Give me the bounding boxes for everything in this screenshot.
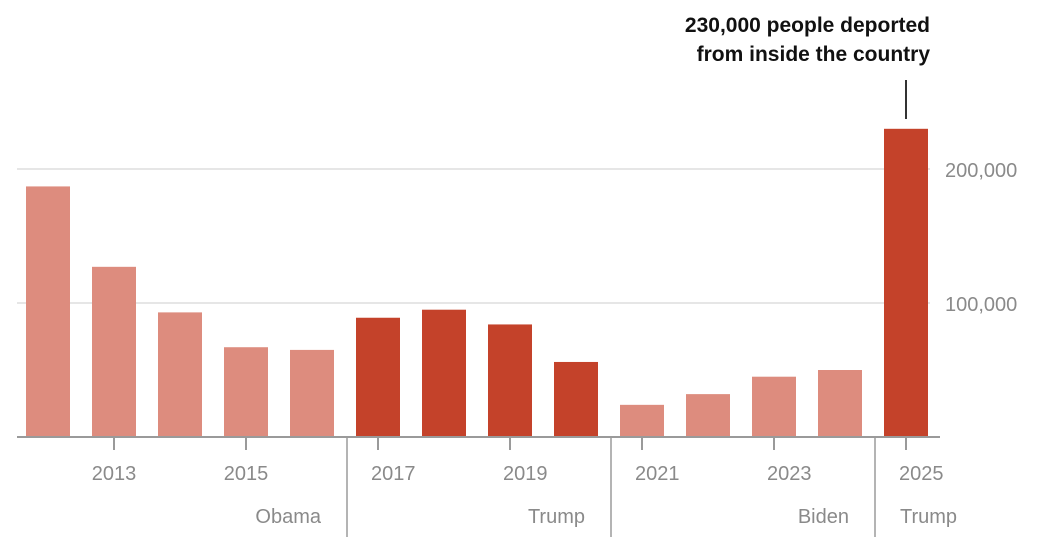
era-label-biden: Biden xyxy=(798,506,849,528)
era-label-trump: Trump xyxy=(900,506,957,528)
era-label-trump: Trump xyxy=(528,506,585,528)
y-tick-label: 200,000 xyxy=(945,160,1017,182)
bar-2024 xyxy=(818,370,862,437)
x-tick-label: 2015 xyxy=(224,463,269,485)
x-tick-label: 2019 xyxy=(503,463,548,485)
bar-2013 xyxy=(92,266,136,437)
annotation-text: from inside the country xyxy=(697,43,931,66)
bar-2015 xyxy=(224,347,268,437)
bar-2018 xyxy=(422,309,466,437)
bar-2019 xyxy=(488,324,532,437)
bar-2022 xyxy=(686,394,730,437)
bar-2020 xyxy=(554,361,598,437)
x-tick-label: 2025 xyxy=(899,463,944,485)
bar-2025 xyxy=(884,128,928,438)
x-tick-label: 2017 xyxy=(371,463,416,485)
bar-2016 xyxy=(290,349,334,437)
x-tick-label: 2021 xyxy=(635,463,680,485)
bar-2021 xyxy=(620,404,664,437)
y-tick-label: 100,000 xyxy=(945,294,1017,316)
era-label-obama: Obama xyxy=(255,506,321,528)
x-tick-label: 2023 xyxy=(767,463,812,485)
bar-2023 xyxy=(752,376,796,437)
bar-2017 xyxy=(356,317,400,437)
bar-2012 xyxy=(26,186,70,437)
bar-2014 xyxy=(158,312,202,437)
annotation-text: 230,000 people deported xyxy=(685,14,930,37)
x-tick-label: 2013 xyxy=(92,463,137,485)
